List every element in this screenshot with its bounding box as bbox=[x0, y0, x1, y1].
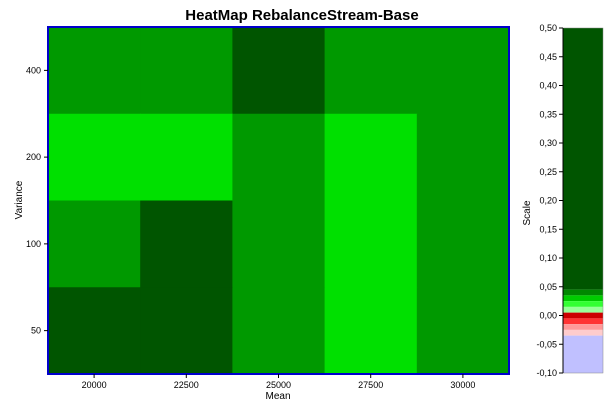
heatmap-cell bbox=[232, 27, 326, 115]
heatmap-cell bbox=[48, 287, 141, 375]
heatmap-cell bbox=[140, 200, 233, 288]
scale-band bbox=[563, 318, 603, 325]
scale-band bbox=[563, 306, 603, 313]
heatmap-cell bbox=[324, 113, 418, 201]
scale-bar bbox=[562, 27, 604, 374]
scale-band bbox=[563, 324, 603, 330]
scale-band bbox=[563, 295, 603, 302]
heatmap-cell bbox=[324, 287, 418, 375]
heatmap-cell bbox=[232, 200, 326, 288]
x-axis-label: Mean bbox=[265, 391, 290, 402]
scale-tick-label: 0,00 bbox=[539, 311, 557, 321]
scale-axis-label: Scale bbox=[522, 200, 533, 225]
y-tick-label: 50 bbox=[31, 326, 41, 336]
heatmap-cell bbox=[48, 113, 141, 201]
x-tick-label: 27500 bbox=[358, 380, 383, 390]
heatmap-cell bbox=[324, 27, 418, 115]
scale-tick-label: 0,10 bbox=[539, 253, 557, 263]
y-tick-label: 400 bbox=[26, 65, 41, 75]
y-axis: 400 200 100 50 bbox=[26, 65, 48, 336]
heatmap-cell bbox=[416, 287, 510, 375]
scale-band bbox=[563, 301, 603, 307]
heatmap-cells bbox=[48, 27, 510, 375]
heatmap-cell bbox=[416, 27, 510, 115]
scale-tick-label: 0,30 bbox=[539, 138, 557, 148]
x-tick-label: 25000 bbox=[266, 380, 291, 390]
heatmap-cell bbox=[140, 113, 233, 201]
heatmap-cell bbox=[140, 287, 233, 375]
scale-band bbox=[563, 28, 603, 290]
scale-tick-label: 0,15 bbox=[539, 224, 557, 234]
x-tick-label: 30000 bbox=[450, 380, 475, 390]
scale-tick-label: 0,40 bbox=[539, 81, 557, 91]
scale-band bbox=[563, 329, 603, 336]
scale-tick-label: 0,35 bbox=[539, 109, 557, 119]
scale-tick-label: 0,05 bbox=[539, 282, 557, 292]
heatmap-cell bbox=[48, 200, 141, 288]
heatmap-cell bbox=[416, 113, 510, 201]
x-axis: 20000 22500 25000 27500 30000 bbox=[82, 374, 475, 390]
y-axis-label: Variance bbox=[14, 180, 25, 219]
heatmap-cell bbox=[48, 27, 141, 115]
x-tick-label: 20000 bbox=[82, 380, 107, 390]
scale-tick-label: 0,25 bbox=[539, 167, 557, 177]
heatmap-cell bbox=[324, 200, 418, 288]
heatmap-cell bbox=[232, 113, 326, 201]
scale-tick-label: 0,20 bbox=[539, 196, 557, 206]
scale-axis: 0,50 0,45 0,40 0,35 0,30 0,25 0,20 0,15 0,10 0,05… bbox=[536, 23, 564, 378]
scale-tick-label: -0,10 bbox=[536, 368, 557, 378]
heatmap-cell bbox=[140, 27, 233, 115]
scale-band bbox=[563, 335, 603, 373]
scale-band bbox=[563, 289, 603, 296]
chart-title: HeatMap RebalanceStream-Base bbox=[185, 7, 418, 24]
scale-band bbox=[563, 312, 603, 319]
scale-tick-label: -0,05 bbox=[536, 339, 557, 349]
scale-tick-label: 0,45 bbox=[539, 52, 557, 62]
x-tick-label: 22500 bbox=[174, 380, 199, 390]
heatmap-cell bbox=[416, 200, 510, 288]
heatmap-cell bbox=[232, 287, 326, 375]
y-tick-label: 100 bbox=[26, 239, 41, 249]
scale-tick-label: 0,50 bbox=[539, 23, 557, 33]
y-tick-label: 200 bbox=[26, 152, 41, 162]
